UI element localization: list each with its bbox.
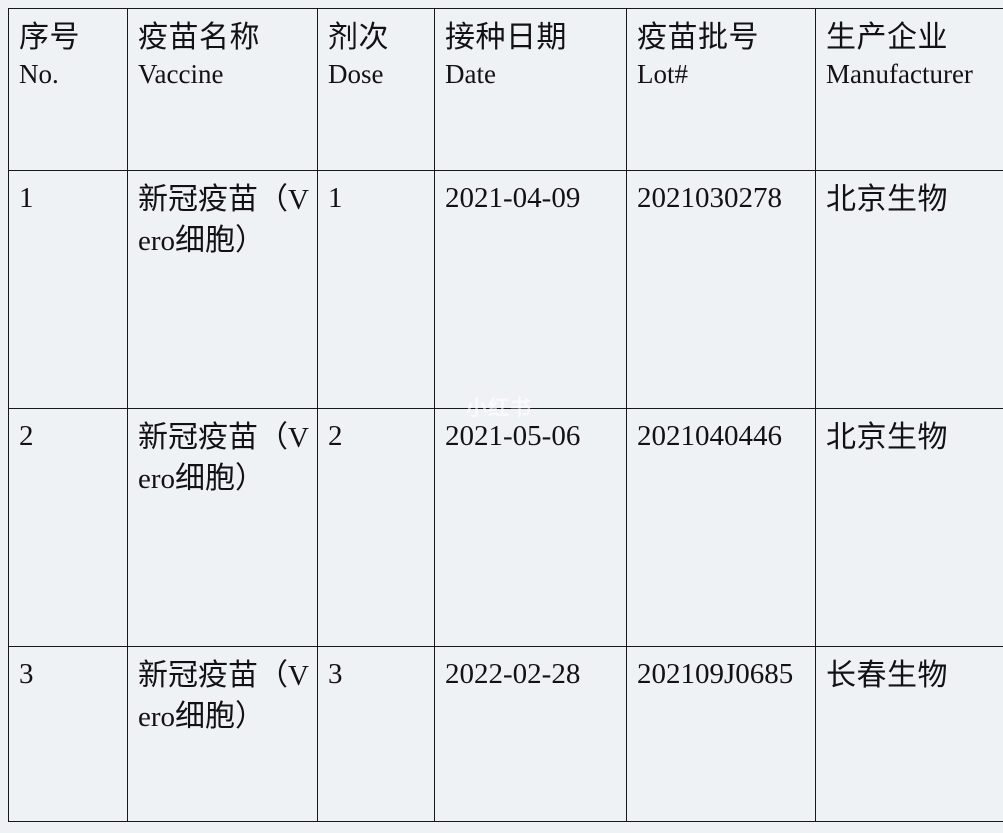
table-row: 2 新冠疫苗（Vero细胞） 2 2021-05-06 2021040446 北…: [8, 408, 1003, 647]
table-header-row: 序号 No. 疫苗名称 Vaccine 剂次 Dose 接种日期 Date 疫苗…: [8, 8, 1003, 171]
header-cell-manufacturer: 生产企业 Manufacturer: [815, 8, 1003, 171]
header-label-no-cn: 序号: [19, 20, 80, 55]
value-lot: 2021040446: [637, 420, 782, 452]
header-cell-date: 接种日期 Date: [434, 8, 627, 171]
value-vaccine: 新冠疫苗（Vero细胞）: [138, 182, 309, 258]
header-label-dose-en: Dose: [328, 59, 384, 89]
cell-dose: 2: [317, 408, 435, 647]
cell-date: 2022-02-28: [434, 646, 627, 822]
header-label-vaccine-cn: 疫苗名称: [138, 20, 260, 55]
cell-no: 1: [8, 170, 128, 409]
cell-lot: 2021030278: [626, 170, 816, 409]
cell-lot: 202109J0685: [626, 646, 816, 822]
cell-date: 2021-04-09: [434, 170, 627, 409]
cell-manufacturer: 北京生物: [815, 408, 1003, 647]
value-date: 2021-05-06: [445, 420, 581, 452]
value-lot: 2021030278: [637, 182, 782, 214]
header-label-vaccine-en: Vaccine: [138, 59, 224, 89]
value-no: 3: [19, 658, 34, 690]
cell-no: 3: [8, 646, 128, 822]
value-lot: 202109J0685: [637, 658, 794, 690]
cell-dose: 3: [317, 646, 435, 822]
vaccination-record-table: 序号 No. 疫苗名称 Vaccine 剂次 Dose 接种日期 Date 疫苗…: [8, 8, 1003, 822]
value-manufacturer: 北京生物: [826, 182, 948, 217]
cell-no: 2: [8, 408, 128, 647]
header-label-manufacturer-en: Manufacturer: [826, 59, 973, 89]
header-label-lot-cn: 疫苗批号: [637, 20, 759, 55]
header-label-lot-en: Lot#: [637, 59, 688, 89]
value-manufacturer: 北京生物: [826, 420, 948, 455]
header-cell-lot: 疫苗批号 Lot#: [626, 8, 816, 171]
value-dose: 1: [328, 182, 343, 214]
value-no: 1: [19, 182, 34, 214]
cell-vaccine: 新冠疫苗（Vero细胞）: [127, 646, 318, 822]
header-cell-dose: 剂次 Dose: [317, 8, 435, 171]
cell-lot: 2021040446: [626, 408, 816, 647]
cell-manufacturer: 北京生物: [815, 170, 1003, 409]
table-row: 1 新冠疫苗（Vero细胞） 1 2021-04-09 2021030278 北…: [8, 170, 1003, 409]
value-vaccine: 新冠疫苗（Vero细胞）: [138, 658, 309, 734]
cell-vaccine: 新冠疫苗（Vero细胞）: [127, 170, 318, 409]
value-date: 2021-04-09: [445, 182, 581, 214]
value-vaccine: 新冠疫苗（Vero细胞）: [138, 420, 309, 496]
value-dose: 3: [328, 658, 343, 690]
value-manufacturer: 长春生物: [826, 658, 948, 693]
cell-manufacturer: 长春生物: [815, 646, 1003, 822]
header-cell-no: 序号 No.: [8, 8, 128, 171]
header-label-dose-cn: 剂次: [328, 20, 389, 55]
value-no: 2: [19, 420, 34, 452]
cell-dose: 1: [317, 170, 435, 409]
header-label-no-en: No.: [19, 59, 59, 89]
value-dose: 2: [328, 420, 343, 452]
header-label-manufacturer-cn: 生产企业: [826, 20, 948, 55]
table-row: 3 新冠疫苗（Vero细胞） 3 2022-02-28 202109J0685 …: [8, 646, 1003, 822]
header-label-date-en: Date: [445, 59, 496, 89]
header-label-date-cn: 接种日期: [445, 20, 567, 55]
header-cell-vaccine: 疫苗名称 Vaccine: [127, 8, 318, 171]
cell-vaccine: 新冠疫苗（Vero细胞）: [127, 408, 318, 647]
cell-date: 2021-05-06: [434, 408, 627, 647]
value-date: 2022-02-28: [445, 658, 581, 690]
